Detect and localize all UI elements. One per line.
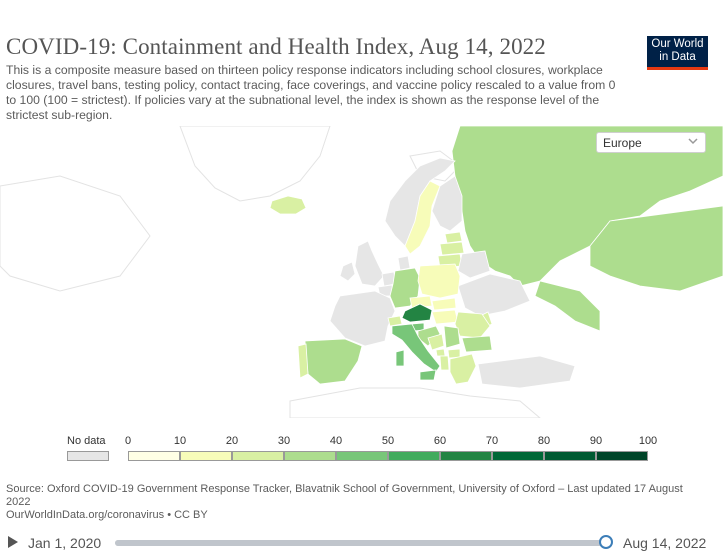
country-iceland[interactable] xyxy=(269,195,307,215)
country-serbia[interactable] xyxy=(443,325,461,349)
country-ukraine[interactable] xyxy=(457,273,531,317)
country-hungary[interactable] xyxy=(431,309,459,325)
legend-tick-label: 0 xyxy=(124,435,132,447)
legend-swatch[interactable] xyxy=(128,451,180,461)
legend-swatch[interactable] xyxy=(596,451,648,461)
country-bulgaria[interactable] xyxy=(461,335,493,353)
legend-tick-label: 70 xyxy=(485,435,499,447)
legend-swatch[interactable] xyxy=(440,451,492,461)
country-france[interactable] xyxy=(329,290,396,347)
legend-tick-label: 60 xyxy=(433,435,447,447)
source-note: Source: Oxford COVID-19 Government Respo… xyxy=(6,483,696,522)
legend-swatch[interactable] xyxy=(284,451,336,461)
country-italy-sardinia[interactable] xyxy=(395,349,405,367)
legend-tick-label: 100 xyxy=(638,435,658,447)
legend-tick-label: 80 xyxy=(537,435,551,447)
legend-swatch[interactable] xyxy=(388,451,440,461)
north-america-outline xyxy=(0,175,151,292)
region-selector[interactable]: Europe xyxy=(596,132,706,153)
color-legend: No data 0 10 20 30 40 50 60 70 80 90 100 xyxy=(0,432,723,466)
legend-tick-label: 10 xyxy=(173,435,187,447)
country-switzerland[interactable] xyxy=(387,315,403,327)
timeline-end-label: Aug 14, 2022 xyxy=(623,535,707,551)
region-selector-value: Europe xyxy=(603,136,642,150)
chart-title: COVID-19: Containment and Health Index, … xyxy=(6,34,546,59)
country-italy-sicily[interactable] xyxy=(419,369,437,381)
country-denmark[interactable] xyxy=(397,255,411,271)
legend-swatch[interactable] xyxy=(492,451,544,461)
chart-subtitle: This is a composite measure based on thi… xyxy=(6,63,616,122)
country-greece[interactable] xyxy=(449,353,477,385)
timeline: Jan 1, 2020 Aug 14, 2022 xyxy=(0,530,723,555)
country-portugal[interactable] xyxy=(297,343,309,379)
logo-line-1: Our World xyxy=(651,38,704,50)
country-kazakhstan[interactable] xyxy=(589,205,723,292)
logo-accent-bar xyxy=(647,67,708,70)
country-estonia[interactable] xyxy=(444,231,463,244)
map-area xyxy=(0,126,723,418)
legend-tick-label: 90 xyxy=(589,435,603,447)
legend-no-data-label: No data xyxy=(67,435,106,447)
legend-swatch[interactable] xyxy=(336,451,388,461)
country-russia-south[interactable] xyxy=(534,280,601,332)
legend-tick-label: 20 xyxy=(225,435,239,447)
legend-no-data-swatch xyxy=(67,451,109,461)
country-ireland[interactable] xyxy=(339,261,356,282)
north-africa-outline xyxy=(289,387,541,418)
play-icon[interactable] xyxy=(8,536,18,548)
country-austria[interactable] xyxy=(401,303,433,323)
timeline-fill xyxy=(115,540,607,546)
country-belarus[interactable] xyxy=(457,250,491,279)
country-albania[interactable] xyxy=(439,355,450,371)
legend-tick-label: 30 xyxy=(277,435,291,447)
country-bosnia[interactable] xyxy=(427,333,445,351)
legend-tick-label: 50 xyxy=(381,435,395,447)
country-north-macedonia[interactable] xyxy=(447,348,461,359)
source-text: Source: Oxford COVID-19 Government Respo… xyxy=(6,483,683,508)
country-sweden[interactable] xyxy=(404,180,441,255)
owid-logo[interactable]: Our World in Data xyxy=(647,36,708,70)
legend-tick-label: 40 xyxy=(329,435,343,447)
legend-swatch[interactable] xyxy=(180,451,232,461)
legend-swatch[interactable] xyxy=(232,451,284,461)
timeline-start-label: Jan 1, 2020 xyxy=(28,535,102,551)
timeline-handle[interactable] xyxy=(599,535,613,549)
country-latvia[interactable] xyxy=(439,241,465,256)
source-link[interactable]: OurWorldInData.org/coronavirus • CC BY xyxy=(6,509,208,521)
chevron-down-icon xyxy=(687,135,699,150)
country-slovakia[interactable] xyxy=(431,297,457,311)
logo-line-2: in Data xyxy=(659,51,696,63)
europe-map xyxy=(0,126,723,418)
country-poland[interactable] xyxy=(417,263,461,299)
country-czechia[interactable] xyxy=(409,295,433,309)
country-finland[interactable] xyxy=(431,175,463,232)
greenland-outline xyxy=(179,126,331,202)
country-turkey[interactable] xyxy=(477,355,576,389)
country-montenegro[interactable] xyxy=(435,348,446,357)
legend-swatch[interactable] xyxy=(544,451,596,461)
